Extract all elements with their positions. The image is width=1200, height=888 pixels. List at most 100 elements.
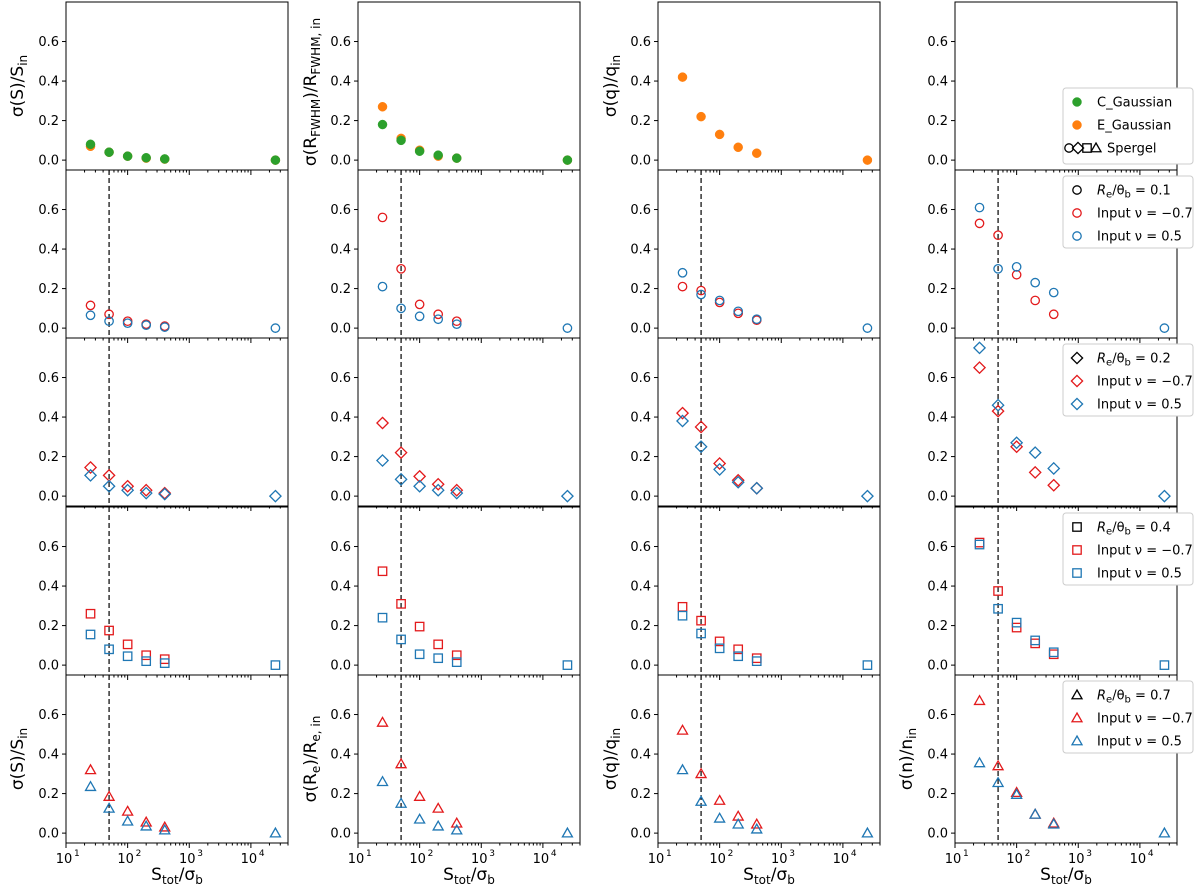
- labels-layer: σ(S)/Sin σ(RFWHM)/RFWHM, in σ(q)/qin σ(S)/S…: [8, 18, 1194, 887]
- y-tick-label: 0.0: [330, 322, 351, 337]
- legend-label: C_Gaussian: [1097, 96, 1172, 111]
- y-tick-label: 0.2: [630, 619, 651, 634]
- x-tick-label: 10: [348, 852, 365, 867]
- data-point: [676, 724, 689, 735]
- panel-frame: [657, 674, 881, 844]
- series-0: [85, 300, 170, 331]
- data-point: [104, 147, 114, 157]
- data-point: [1011, 269, 1022, 280]
- data-point: [1010, 436, 1024, 450]
- x-tick-label: 10: [409, 852, 426, 867]
- legend-marker: [1089, 141, 1103, 153]
- data-point: [750, 481, 764, 495]
- data-point: [433, 150, 443, 160]
- y-tick-label: 0.0: [330, 490, 351, 505]
- data-point: [862, 155, 873, 165]
- x-tick-label: 10: [471, 852, 488, 867]
- data-point: [750, 481, 764, 495]
- data-point: [450, 823, 463, 835]
- data-point: [431, 477, 445, 491]
- x-tick-exponent: 3: [789, 849, 795, 859]
- data-point: [433, 309, 444, 320]
- data-point: [85, 608, 96, 619]
- x-tick-exponent: 2: [428, 849, 434, 859]
- y-tick-label: 0.6: [630, 371, 651, 386]
- data-point: [696, 289, 706, 300]
- data-point: [104, 316, 114, 327]
- series-1: [376, 454, 574, 503]
- legend-4: Re/θb = 0.7 Input ν = −0.7 Input ν = 0.5: [1062, 680, 1194, 754]
- data-point: [159, 322, 170, 332]
- data-point: [714, 636, 725, 647]
- legend-marker: [1072, 231, 1082, 241]
- data-point: [751, 656, 762, 667]
- legend-marker: [1071, 141, 1085, 155]
- data-point: [751, 653, 762, 664]
- panel-frame: [65, 337, 289, 507]
- x-tick-label: 10: [1068, 852, 1085, 867]
- x-tick-exponent: 4: [1148, 849, 1154, 859]
- data-point: [973, 341, 987, 355]
- legend-0: C_Gaussian E_Gaussian Spergel: [1062, 87, 1194, 165]
- data-point: [451, 657, 462, 668]
- y-tick-label: 0.2: [330, 114, 351, 129]
- data-point: [414, 146, 425, 156]
- legend-marker: [1072, 568, 1082, 578]
- x-axis-label: Stot/σb: [743, 865, 795, 887]
- data-point: [451, 319, 462, 330]
- data-point: [1010, 786, 1023, 797]
- panel-frame: [657, 337, 881, 507]
- data-point: [377, 212, 388, 223]
- data-point: [377, 102, 388, 112]
- data-point: [414, 311, 425, 322]
- y-tick-label: 0.4: [927, 411, 948, 426]
- series-0: [676, 406, 764, 495]
- data-point: [1030, 277, 1041, 288]
- legend-label: E_Gaussian: [1097, 119, 1171, 134]
- data-point: [731, 475, 745, 489]
- legend-marker: [1070, 734, 1084, 746]
- y-tick-label: 0.2: [927, 114, 948, 129]
- legend-2: Re/θb = 0.2 Input ν = −0.7 Input ν = 0.5: [1062, 343, 1194, 417]
- data-point: [676, 414, 690, 428]
- panel-r2-c2: 0.0 0.2 0.4 0.6: [630, 337, 881, 511]
- y-tick-label: 0.6: [38, 203, 59, 218]
- data-point: [1159, 660, 1170, 670]
- data-point: [1028, 465, 1042, 479]
- panel-frame: [954, 337, 1178, 507]
- y-tick-label: 0.4: [927, 748, 948, 763]
- panel-r3-c0: 0.0 0.2 0.4 0.6: [38, 506, 289, 680]
- y-tick-label: 0.0: [38, 827, 59, 842]
- data-point: [104, 309, 114, 320]
- y-tick-label: 0.0: [38, 490, 59, 505]
- panel-frame: [357, 506, 581, 676]
- data-point: [159, 658, 170, 668]
- legend-box: [1062, 343, 1194, 417]
- y-tick-label: 0.4: [630, 75, 651, 90]
- y-tick-label: 0.4: [38, 411, 59, 426]
- data-point: [121, 814, 134, 826]
- series-0: [377, 212, 462, 327]
- data-point: [432, 802, 445, 813]
- data-point: [141, 152, 151, 163]
- x-tick-label: 10: [1006, 852, 1023, 867]
- panel-r1-c3: 0.0 0.2 0.4 0.6: [927, 169, 1178, 343]
- data-point: [733, 644, 744, 655]
- x-tick-label: 10: [179, 852, 196, 867]
- data-point: [677, 72, 688, 82]
- y-tick-label: 0.2: [630, 282, 651, 297]
- data-point: [139, 483, 153, 497]
- y-tick-label: 0.4: [330, 75, 351, 90]
- y-tick-label: 0.2: [38, 619, 59, 634]
- series-0: [677, 601, 762, 664]
- legend-marker: [1072, 522, 1082, 532]
- panel-r4-c3: 0.00.20.40.610 1 10 2 10 3 10 4: [927, 674, 1178, 867]
- y-tick-label: 0.2: [38, 282, 59, 297]
- data-point: [85, 300, 96, 311]
- data-point: [377, 566, 388, 577]
- data-point: [84, 468, 98, 482]
- y-tick-label: 0.6: [330, 35, 351, 50]
- x-tick-label: 10: [648, 852, 665, 867]
- data-point: [973, 361, 987, 375]
- data-point: [84, 460, 98, 474]
